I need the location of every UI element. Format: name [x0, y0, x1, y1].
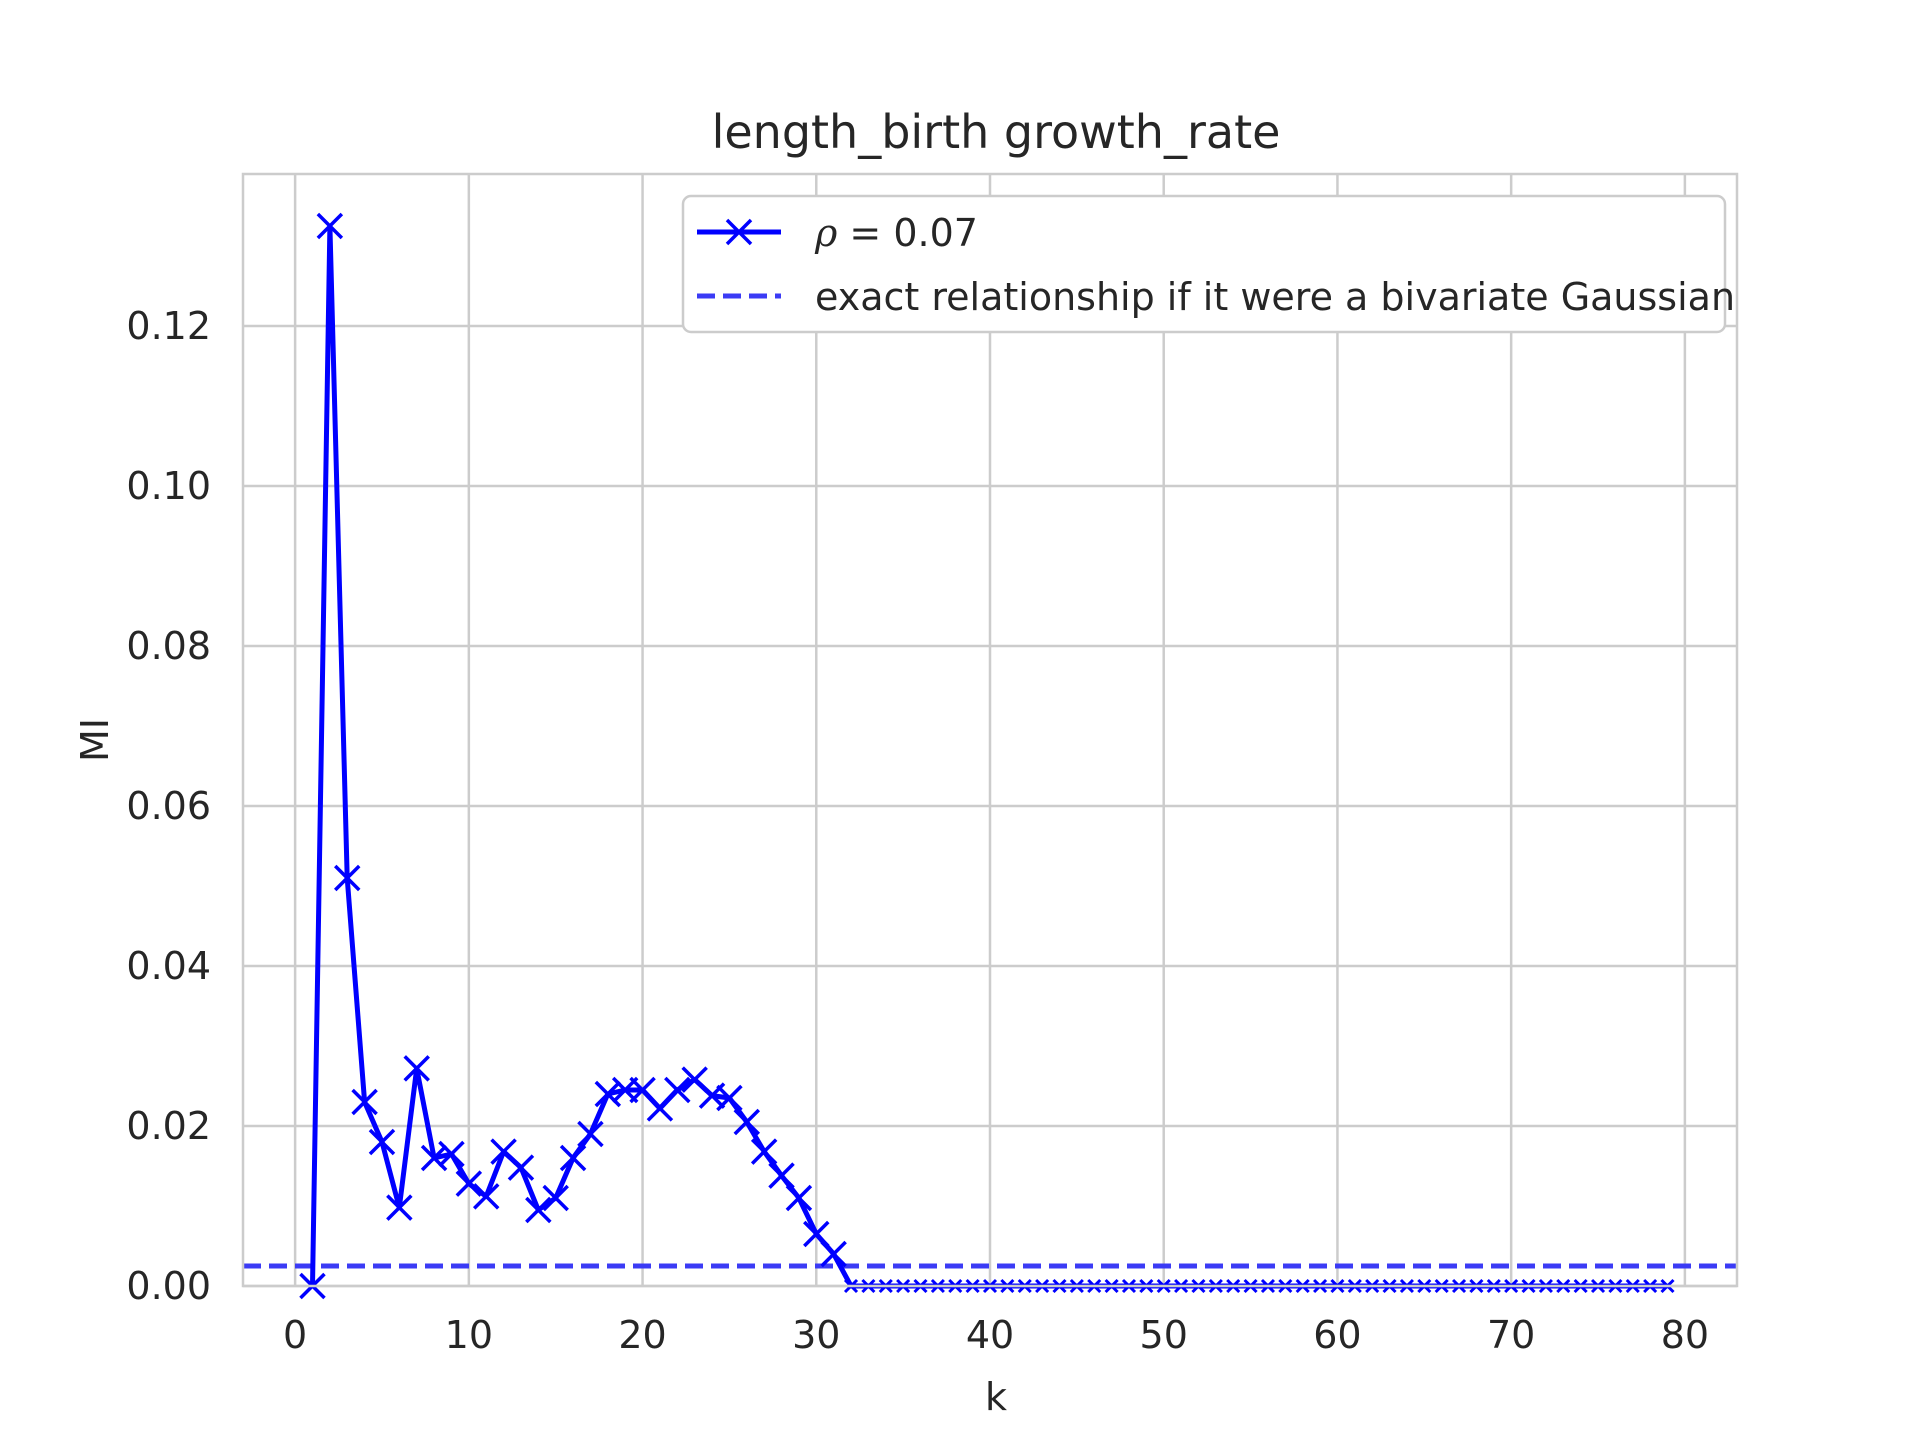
legend: ρ = 0.07 exact relationship if it were a… [681, 194, 1735, 334]
x-tick-label: 20 [618, 1313, 666, 1357]
y-tick-label: 0.12 [126, 304, 211, 348]
data-point [525, 1196, 552, 1224]
data-point [420, 1144, 448, 1172]
x-axis-label: k [985, 1375, 1007, 1419]
data-point [803, 1220, 830, 1248]
data-point [472, 1183, 500, 1210]
y-axis-label: MI [73, 718, 117, 762]
y-tick-label: 0.08 [126, 624, 211, 668]
legend-box [681, 194, 1727, 334]
data-point [438, 1140, 465, 1168]
grid [243, 174, 1737, 1288]
data-point [785, 1184, 813, 1212]
data-point [716, 1084, 743, 1112]
data-point [386, 1194, 413, 1221]
data-point [577, 1120, 604, 1148]
y-tick-label: 0.00 [126, 1264, 211, 1308]
x-tick-label: 30 [792, 1313, 840, 1357]
x-tick-label: 40 [966, 1313, 1014, 1357]
x-tick-label: 0 [283, 1313, 307, 1357]
legend-series-label: ρ = 0.07 [814, 211, 978, 255]
data-point [351, 1088, 378, 1116]
x-tick-label: 50 [1140, 1313, 1188, 1357]
y-tick-label: 0.04 [126, 944, 211, 988]
data-point [403, 1055, 430, 1082]
y-tick-label: 0.06 [126, 784, 211, 828]
data-point [820, 1240, 847, 1268]
legend-reference-label: exact relationship if it were a bivariat… [815, 275, 1735, 319]
data-point [455, 1170, 483, 1197]
x-tick-label: 80 [1661, 1313, 1709, 1357]
data-point [333, 864, 361, 892]
data-point [542, 1184, 569, 1212]
x-tick-label: 70 [1487, 1313, 1535, 1357]
series-layer [299, 212, 1675, 1300]
data-point [316, 212, 344, 240]
legend-rho-symbol: ρ [814, 211, 838, 255]
data-point [368, 1128, 396, 1156]
chart-title: length_birth growth_rate [712, 105, 1281, 159]
y-tick-labels: 0.00 0.02 0.04 0.06 0.08 0.10 0.12 [126, 304, 211, 1308]
data-point [507, 1154, 535, 1181]
x-tick-label: 60 [1313, 1313, 1361, 1357]
data-point [750, 1138, 778, 1165]
data-point [664, 1076, 691, 1104]
x-tick-labels: 0 10 20 30 40 50 60 70 80 [283, 1313, 1709, 1357]
data-point [594, 1080, 622, 1108]
data-point [733, 1108, 761, 1136]
legend-rho-value: = 0.07 [837, 211, 978, 255]
plot-frame [241, 172, 1739, 1288]
data-point [559, 1144, 587, 1172]
x-tick-label: 10 [445, 1313, 493, 1357]
y-tick-label: 0.02 [126, 1104, 211, 1148]
data-point [768, 1162, 795, 1189]
legend-series-marker [725, 218, 753, 246]
y-tick-label: 0.10 [126, 464, 211, 508]
